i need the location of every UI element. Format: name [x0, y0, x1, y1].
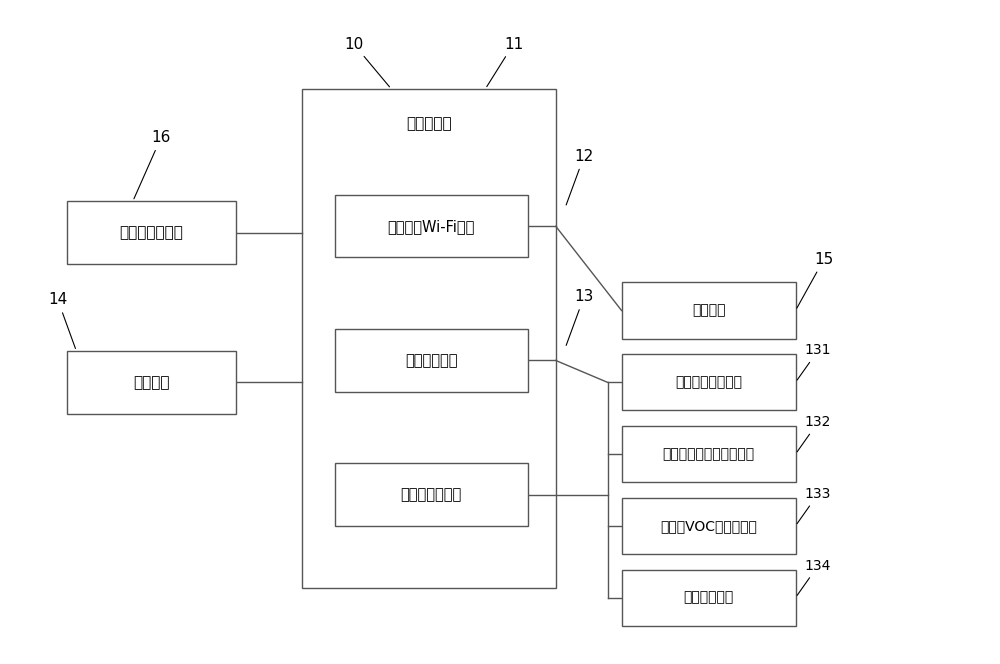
Text: 11: 11 — [487, 37, 523, 86]
Text: 风速感应设备: 风速感应设备 — [683, 591, 734, 605]
Text: 收线收发Wi-Fi模块: 收线收发Wi-Fi模块 — [388, 219, 475, 234]
Bar — [335, 195, 528, 258]
Bar — [335, 329, 528, 392]
Bar — [67, 201, 236, 264]
Text: 10: 10 — [344, 37, 390, 87]
Text: 在线式苯系物气体检测仪: 在线式苯系物气体检测仪 — [662, 447, 755, 461]
Text: 触摸屏操作界面: 触摸屏操作界面 — [120, 225, 184, 240]
Text: 14: 14 — [48, 292, 75, 349]
Text: 15: 15 — [797, 252, 834, 308]
Text: 16: 16 — [134, 130, 171, 199]
Text: 数据处理模块: 数据处理模块 — [405, 353, 458, 368]
Text: 排风机组: 排风机组 — [692, 303, 725, 317]
Bar — [67, 351, 236, 414]
Text: 在线式VOC气体检测仪: 在线式VOC气体检测仪 — [660, 519, 757, 533]
Bar — [622, 282, 796, 339]
Bar — [622, 498, 796, 554]
Text: 131: 131 — [797, 343, 831, 380]
Text: 新风机组: 新风机组 — [133, 375, 170, 390]
Bar — [622, 355, 796, 410]
Text: 控制电路板: 控制电路板 — [406, 116, 452, 131]
Text: 134: 134 — [797, 558, 831, 596]
Bar — [622, 426, 796, 482]
Bar — [622, 570, 796, 625]
Text: 13: 13 — [566, 290, 594, 345]
Text: 在线式甲醛检测仪: 在线式甲醛检测仪 — [675, 375, 742, 389]
Text: 传感器采集模块: 传感器采集模块 — [401, 487, 462, 502]
Bar — [335, 463, 528, 526]
Text: 133: 133 — [797, 487, 831, 524]
Text: 12: 12 — [566, 149, 594, 205]
Text: 132: 132 — [797, 415, 831, 452]
Bar — [302, 89, 556, 588]
